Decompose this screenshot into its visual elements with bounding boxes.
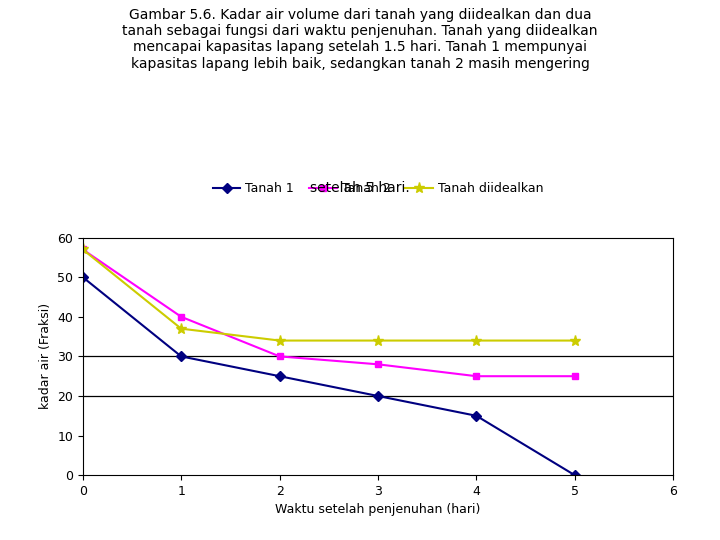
Text: setelah 5 hari.: setelah 5 hari. xyxy=(310,181,410,195)
Y-axis label: kadar air (Fraksi): kadar air (Fraksi) xyxy=(39,303,52,409)
Legend: Tanah 1, Tanah 2, Tanah diidealkan: Tanah 1, Tanah 2, Tanah diidealkan xyxy=(208,177,548,200)
Text: Gambar 5.6. Kadar air volume dari tanah yang diidealkan dan dua
tanah sebagai fu: Gambar 5.6. Kadar air volume dari tanah … xyxy=(122,8,598,71)
X-axis label: Waktu setelah penjenuhan (hari): Waktu setelah penjenuhan (hari) xyxy=(275,503,481,516)
